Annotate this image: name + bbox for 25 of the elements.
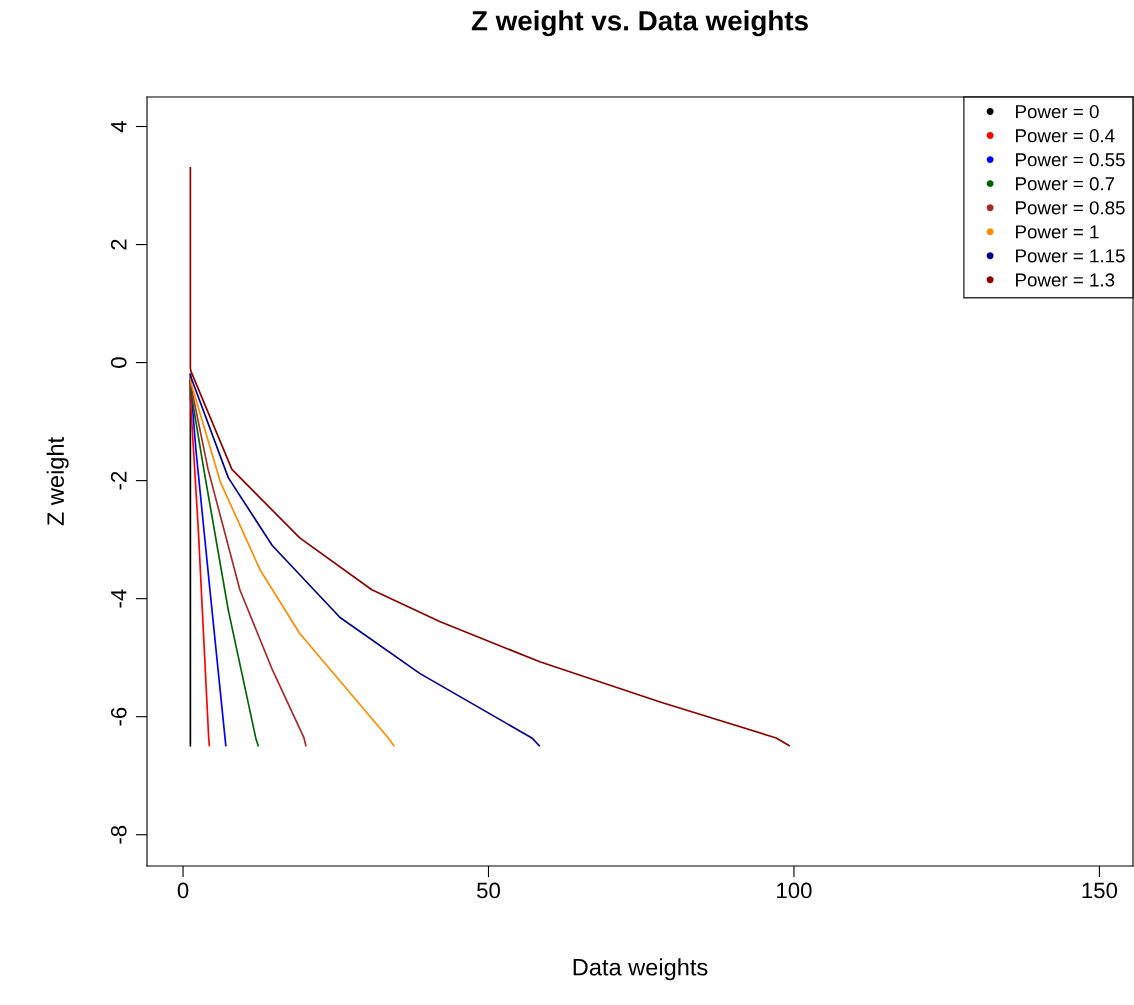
y-tick-label: 4 [111,120,127,133]
y-tick-label: 2 [110,239,127,250]
legend-label: Power = 1 [1016,225,1099,239]
x-tick-label: 150 [1082,882,1118,899]
x-tick-label: 0 [177,882,189,899]
legend-label: Power = 1.15 [1016,249,1125,263]
line-series [189,166,790,747]
x-axis-title: Data weights [573,958,708,981]
line-series [189,379,260,747]
legend-label: Power = 0.55 [1016,153,1125,167]
y-tick-label: -4 [111,589,127,608]
y-tick-label: -8 [110,825,127,844]
y-tick-label: 0 [110,357,127,368]
chart-title: Z weight vs. Data weights [471,10,808,37]
y-tick-label: -2 [110,471,127,490]
x-tick-label: 100 [777,882,812,899]
y-axis-title: Z weight [46,437,69,526]
y-tick-label: -6 [110,707,127,726]
legend-label: Power = 1.3 [1016,273,1115,287]
legend-label: Power = 0.85 [1016,201,1125,215]
line-series [189,373,541,747]
legend-label: Power = 0 [1016,105,1099,119]
legend-label: Power = 0.7 [1016,177,1115,191]
legend-label: Power = 0.4 [1016,129,1115,143]
x-tick-label: 50 [477,882,500,899]
